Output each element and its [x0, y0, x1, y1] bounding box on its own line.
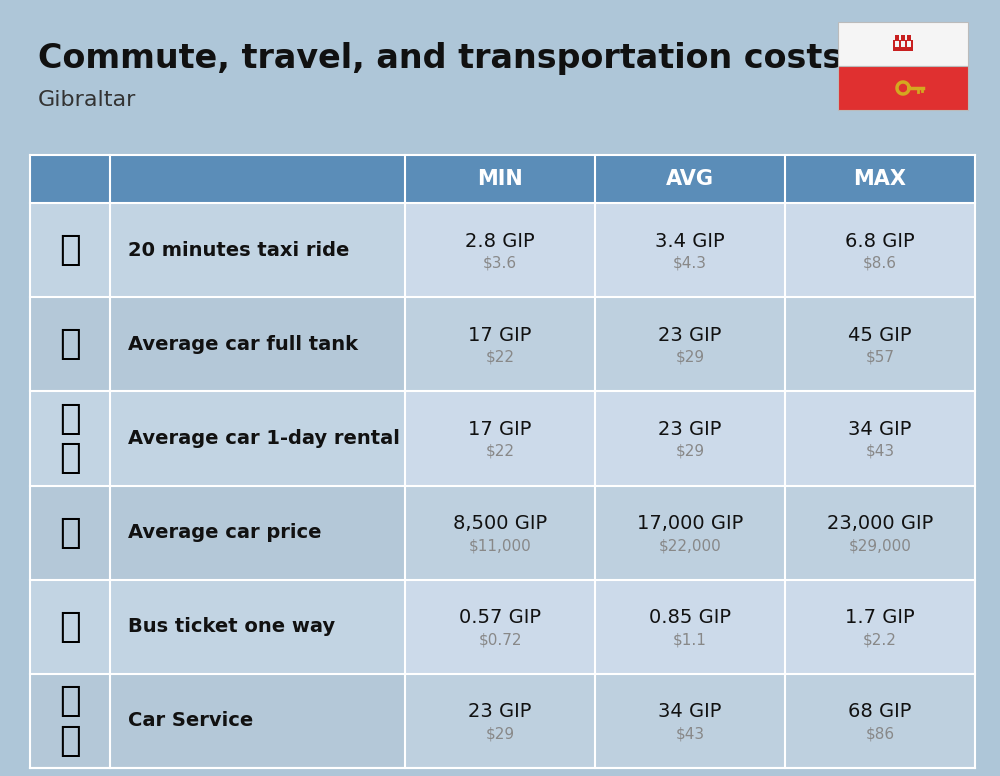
Text: Car Service: Car Service [128, 712, 253, 730]
Bar [110, 297, 405, 391]
Text: 🔧
🚗: 🔧 🚗 [59, 684, 81, 757]
Text: $29: $29 [675, 350, 705, 365]
Text: 17,000 GIP: 17,000 GIP [637, 514, 743, 533]
Bar [30, 203, 110, 297]
Text: $29: $29 [485, 726, 515, 741]
Text: 1.7 GIP: 1.7 GIP [845, 608, 915, 627]
Text: $2.2: $2.2 [863, 632, 897, 647]
Text: 2.8 GIP: 2.8 GIP [465, 231, 535, 251]
Text: 20 minutes taxi ride: 20 minutes taxi ride [128, 241, 349, 260]
Bar [838, 66, 968, 110]
Bar [405, 486, 595, 580]
Bar [893, 40, 913, 51]
Text: $1.1: $1.1 [673, 632, 707, 647]
Bar [30, 486, 110, 580]
Bar [405, 580, 595, 674]
Text: 8,500 GIP: 8,500 GIP [453, 514, 547, 533]
Text: $43: $43 [865, 444, 895, 459]
Text: MIN: MIN [477, 169, 523, 189]
Bar [110, 486, 405, 580]
Text: 6.8 GIP: 6.8 GIP [845, 231, 915, 251]
Text: 34 GIP: 34 GIP [848, 420, 912, 439]
Bar [838, 22, 968, 66]
Bar [907, 35, 911, 40]
Bar [895, 41, 899, 47]
Text: 17 GIP: 17 GIP [468, 326, 532, 345]
Text: Average car 1-day rental: Average car 1-day rental [128, 429, 400, 448]
Bar [595, 391, 785, 486]
Text: $8.6: $8.6 [863, 255, 897, 271]
Bar [785, 391, 975, 486]
Bar [110, 391, 405, 486]
Bar [785, 580, 975, 674]
Text: 45 GIP: 45 GIP [848, 326, 912, 345]
Text: $43: $43 [675, 726, 705, 741]
Bar [405, 203, 595, 297]
Bar [30, 155, 975, 203]
Text: Bus ticket one way: Bus ticket one way [128, 617, 335, 636]
Text: $29: $29 [675, 444, 705, 459]
Bar [30, 580, 110, 674]
Text: $22,000: $22,000 [659, 538, 721, 553]
Bar [785, 486, 975, 580]
Text: $11,000: $11,000 [469, 538, 531, 553]
Bar [895, 35, 899, 40]
Bar [595, 203, 785, 297]
Text: $22: $22 [486, 350, 514, 365]
Bar [110, 580, 405, 674]
Text: $3.6: $3.6 [483, 255, 517, 271]
Bar [595, 674, 785, 768]
Text: 23,000 GIP: 23,000 GIP [827, 514, 933, 533]
Text: 17 GIP: 17 GIP [468, 420, 532, 439]
Text: 34 GIP: 34 GIP [658, 702, 722, 722]
Bar [901, 35, 905, 40]
Text: Average car price: Average car price [128, 523, 322, 542]
Bar [405, 391, 595, 486]
Text: 23 GIP: 23 GIP [468, 702, 532, 722]
Text: $0.72: $0.72 [478, 632, 522, 647]
Bar [595, 580, 785, 674]
Text: Average car full tank: Average car full tank [128, 334, 358, 354]
Text: 68 GIP: 68 GIP [848, 702, 912, 722]
Text: ⛽: ⛽ [59, 327, 81, 362]
Text: 3.4 GIP: 3.4 GIP [655, 231, 725, 251]
Text: $57: $57 [866, 350, 895, 365]
Text: 🚌: 🚌 [59, 610, 81, 644]
Bar [595, 486, 785, 580]
Text: 🔑
🚙: 🔑 🚙 [59, 402, 81, 475]
Bar [785, 674, 975, 768]
Text: Gibraltar: Gibraltar [38, 90, 136, 110]
Bar [110, 674, 405, 768]
Bar [30, 674, 110, 768]
Text: Commute, travel, and transportation costs: Commute, travel, and transportation cost… [38, 42, 842, 75]
Text: $4.3: $4.3 [673, 255, 707, 271]
Bar [30, 297, 110, 391]
Bar [901, 41, 905, 47]
Text: $29,000: $29,000 [849, 538, 911, 553]
Bar [595, 297, 785, 391]
Bar [785, 203, 975, 297]
Text: $22: $22 [486, 444, 514, 459]
Bar [405, 297, 595, 391]
Text: 🚕: 🚕 [59, 233, 81, 267]
Bar [785, 297, 975, 391]
Bar [405, 674, 595, 768]
Text: 23 GIP: 23 GIP [658, 326, 722, 345]
Bar [110, 203, 405, 297]
Text: 0.85 GIP: 0.85 GIP [649, 608, 731, 627]
Bar [907, 41, 911, 47]
Bar [30, 391, 110, 486]
Text: 🚗: 🚗 [59, 515, 81, 549]
Text: MAX: MAX [854, 169, 906, 189]
Text: AVG: AVG [666, 169, 714, 189]
Text: 0.57 GIP: 0.57 GIP [459, 608, 541, 627]
Text: 23 GIP: 23 GIP [658, 420, 722, 439]
Text: $86: $86 [865, 726, 895, 741]
